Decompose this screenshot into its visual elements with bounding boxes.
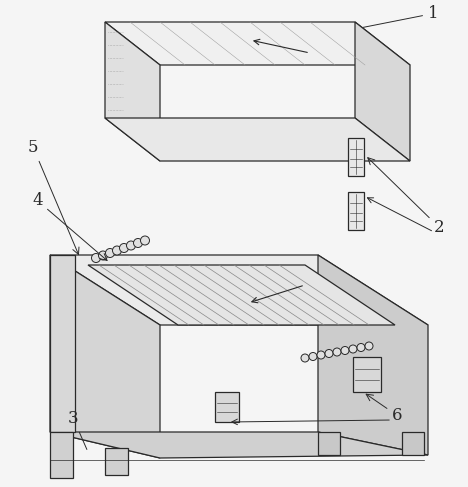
Circle shape (317, 351, 325, 359)
Polygon shape (318, 432, 340, 455)
Circle shape (333, 348, 341, 356)
Text: 1: 1 (363, 5, 439, 27)
Circle shape (140, 236, 149, 245)
Polygon shape (50, 255, 160, 458)
Circle shape (92, 254, 101, 262)
Polygon shape (50, 255, 75, 432)
Polygon shape (105, 118, 410, 161)
Circle shape (349, 345, 357, 353)
Text: 2: 2 (368, 158, 445, 236)
Polygon shape (50, 255, 428, 325)
Polygon shape (348, 192, 364, 230)
Polygon shape (355, 22, 410, 161)
Text: 4: 4 (32, 192, 107, 261)
Circle shape (365, 342, 373, 350)
Polygon shape (318, 255, 428, 455)
Circle shape (133, 239, 142, 247)
Circle shape (112, 246, 122, 255)
Circle shape (98, 251, 108, 260)
Polygon shape (353, 357, 381, 392)
Polygon shape (402, 432, 424, 455)
Polygon shape (215, 392, 239, 422)
Polygon shape (50, 432, 428, 458)
Polygon shape (88, 265, 395, 325)
Polygon shape (105, 448, 128, 475)
Circle shape (357, 343, 365, 352)
Circle shape (309, 353, 317, 360)
Circle shape (301, 354, 309, 362)
Polygon shape (105, 22, 160, 161)
Circle shape (126, 241, 136, 250)
Circle shape (325, 350, 333, 357)
Polygon shape (105, 22, 410, 65)
Text: 6: 6 (366, 394, 402, 424)
Polygon shape (348, 138, 364, 176)
Text: 3: 3 (68, 410, 87, 450)
Circle shape (119, 244, 129, 252)
Polygon shape (50, 432, 73, 478)
Circle shape (341, 346, 349, 355)
Text: 5: 5 (28, 139, 79, 254)
Circle shape (105, 248, 115, 258)
